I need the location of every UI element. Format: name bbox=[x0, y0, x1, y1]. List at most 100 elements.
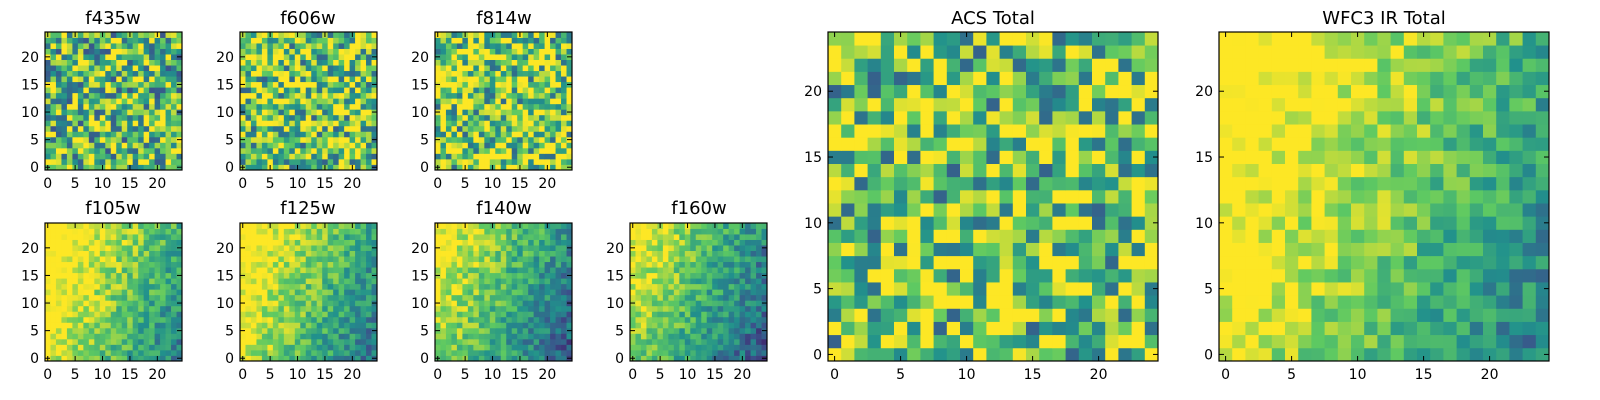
heatmap-cell bbox=[511, 355, 518, 362]
heatmap-cell bbox=[116, 98, 123, 105]
heatmap-cell bbox=[456, 250, 463, 257]
heatmap-cell bbox=[522, 316, 529, 323]
heatmap-cell bbox=[105, 65, 112, 72]
heatmap-cell bbox=[756, 305, 762, 312]
heatmap-cell bbox=[517, 300, 524, 307]
heatmap-cell bbox=[171, 59, 177, 66]
heatmap-cell bbox=[484, 153, 491, 160]
x-tick-label: 15 bbox=[316, 367, 334, 383]
heatmap-cell bbox=[555, 54, 562, 60]
heatmap-cell bbox=[440, 272, 447, 279]
heatmap-cell bbox=[311, 338, 318, 345]
heatmap-cell bbox=[1092, 255, 1106, 270]
heatmap-cell bbox=[250, 147, 257, 154]
heatmap-cell bbox=[1092, 282, 1106, 296]
heatmap-cell bbox=[522, 261, 529, 268]
heatmap-cell bbox=[894, 255, 908, 270]
heatmap-cell bbox=[165, 283, 172, 290]
heatmap-cell bbox=[360, 87, 367, 94]
heatmap-cell bbox=[322, 114, 329, 121]
heatmap-cell bbox=[245, 92, 252, 99]
heatmap-cell bbox=[327, 239, 334, 246]
heatmap-cell bbox=[355, 65, 361, 72]
heatmap-cell bbox=[176, 294, 183, 301]
heatmap-cell bbox=[462, 250, 469, 257]
heatmap-cell bbox=[946, 295, 961, 309]
heatmap-cell bbox=[316, 65, 323, 72]
heatmap-cell bbox=[149, 142, 155, 149]
heatmap-cell bbox=[322, 234, 329, 240]
heatmap-cell bbox=[154, 289, 161, 296]
heatmap-cell bbox=[657, 300, 664, 307]
heatmap-cell bbox=[327, 256, 334, 263]
heatmap-cell bbox=[261, 294, 268, 301]
heatmap-cell bbox=[305, 256, 312, 263]
heatmap-cell bbox=[533, 120, 540, 127]
heatmap-cell bbox=[72, 272, 79, 279]
heatmap-cell bbox=[561, 103, 567, 110]
heatmap-cell bbox=[960, 242, 974, 257]
heatmap-cell bbox=[435, 114, 441, 121]
heatmap-cell bbox=[256, 81, 263, 88]
heatmap-cell bbox=[360, 272, 367, 279]
heatmap-cell bbox=[110, 81, 117, 88]
heatmap-cell bbox=[94, 87, 101, 94]
heatmap-cell bbox=[338, 250, 345, 257]
heatmap-cell bbox=[256, 164, 263, 171]
heatmap-cell bbox=[360, 333, 367, 340]
heatmap-cell bbox=[544, 114, 551, 121]
heatmap-cell bbox=[300, 103, 307, 110]
heatmap-cell bbox=[495, 250, 502, 257]
heatmap-cell bbox=[484, 92, 491, 99]
heatmap-cell bbox=[55, 125, 62, 132]
heatmap-cell bbox=[55, 81, 62, 88]
heatmap-cell bbox=[435, 92, 441, 99]
heatmap-cell bbox=[828, 347, 842, 362]
heatmap-cell bbox=[550, 256, 556, 263]
heatmap-cell bbox=[489, 349, 496, 356]
heatmap-cell bbox=[495, 114, 502, 121]
heatmap-cell bbox=[83, 142, 90, 149]
heatmap-cell bbox=[539, 136, 545, 143]
heatmap-cell bbox=[445, 65, 452, 72]
heatmap-cell bbox=[94, 136, 101, 143]
heatmap-cell bbox=[701, 245, 708, 251]
heatmap-cell bbox=[72, 349, 79, 356]
heatmap-cell bbox=[920, 268, 934, 283]
heatmap-cell bbox=[311, 278, 318, 285]
y-tick-label: 15 bbox=[216, 268, 234, 284]
heatmap-cell bbox=[132, 65, 139, 72]
heatmap-cell bbox=[473, 316, 480, 323]
heatmap-cell bbox=[88, 114, 95, 121]
heatmap-cell bbox=[154, 349, 161, 356]
heatmap-cell bbox=[366, 131, 372, 138]
heatmap-cell bbox=[646, 349, 653, 356]
heatmap-cell bbox=[127, 158, 134, 165]
heatmap-cell bbox=[322, 250, 329, 257]
heatmap-cell bbox=[668, 349, 675, 356]
heatmap-cell bbox=[679, 333, 686, 340]
heatmap-cell bbox=[880, 282, 895, 296]
heatmap-cell bbox=[105, 70, 112, 77]
heatmap-cell bbox=[440, 131, 447, 138]
heatmap-cell bbox=[484, 131, 491, 138]
heatmap-cell bbox=[171, 239, 177, 246]
heatmap-cell bbox=[88, 76, 95, 83]
heatmap-cell bbox=[360, 322, 367, 329]
heatmap-cell bbox=[489, 125, 496, 132]
heatmap-cell bbox=[77, 300, 84, 307]
heatmap-cell bbox=[500, 333, 507, 340]
heatmap-cell bbox=[121, 261, 128, 268]
heatmap-cell bbox=[555, 250, 562, 257]
heatmap-cell bbox=[473, 164, 480, 171]
heatmap-cell bbox=[495, 278, 502, 285]
heatmap-cell bbox=[673, 245, 680, 251]
heatmap-cell bbox=[110, 228, 117, 235]
heatmap-cell bbox=[278, 311, 285, 318]
heatmap-cell bbox=[289, 338, 296, 345]
heatmap-cell bbox=[456, 355, 463, 362]
heatmap-cell bbox=[149, 261, 155, 268]
heatmap-cell bbox=[245, 267, 252, 274]
heatmap-cell bbox=[66, 261, 73, 268]
heatmap-cell bbox=[728, 311, 735, 318]
